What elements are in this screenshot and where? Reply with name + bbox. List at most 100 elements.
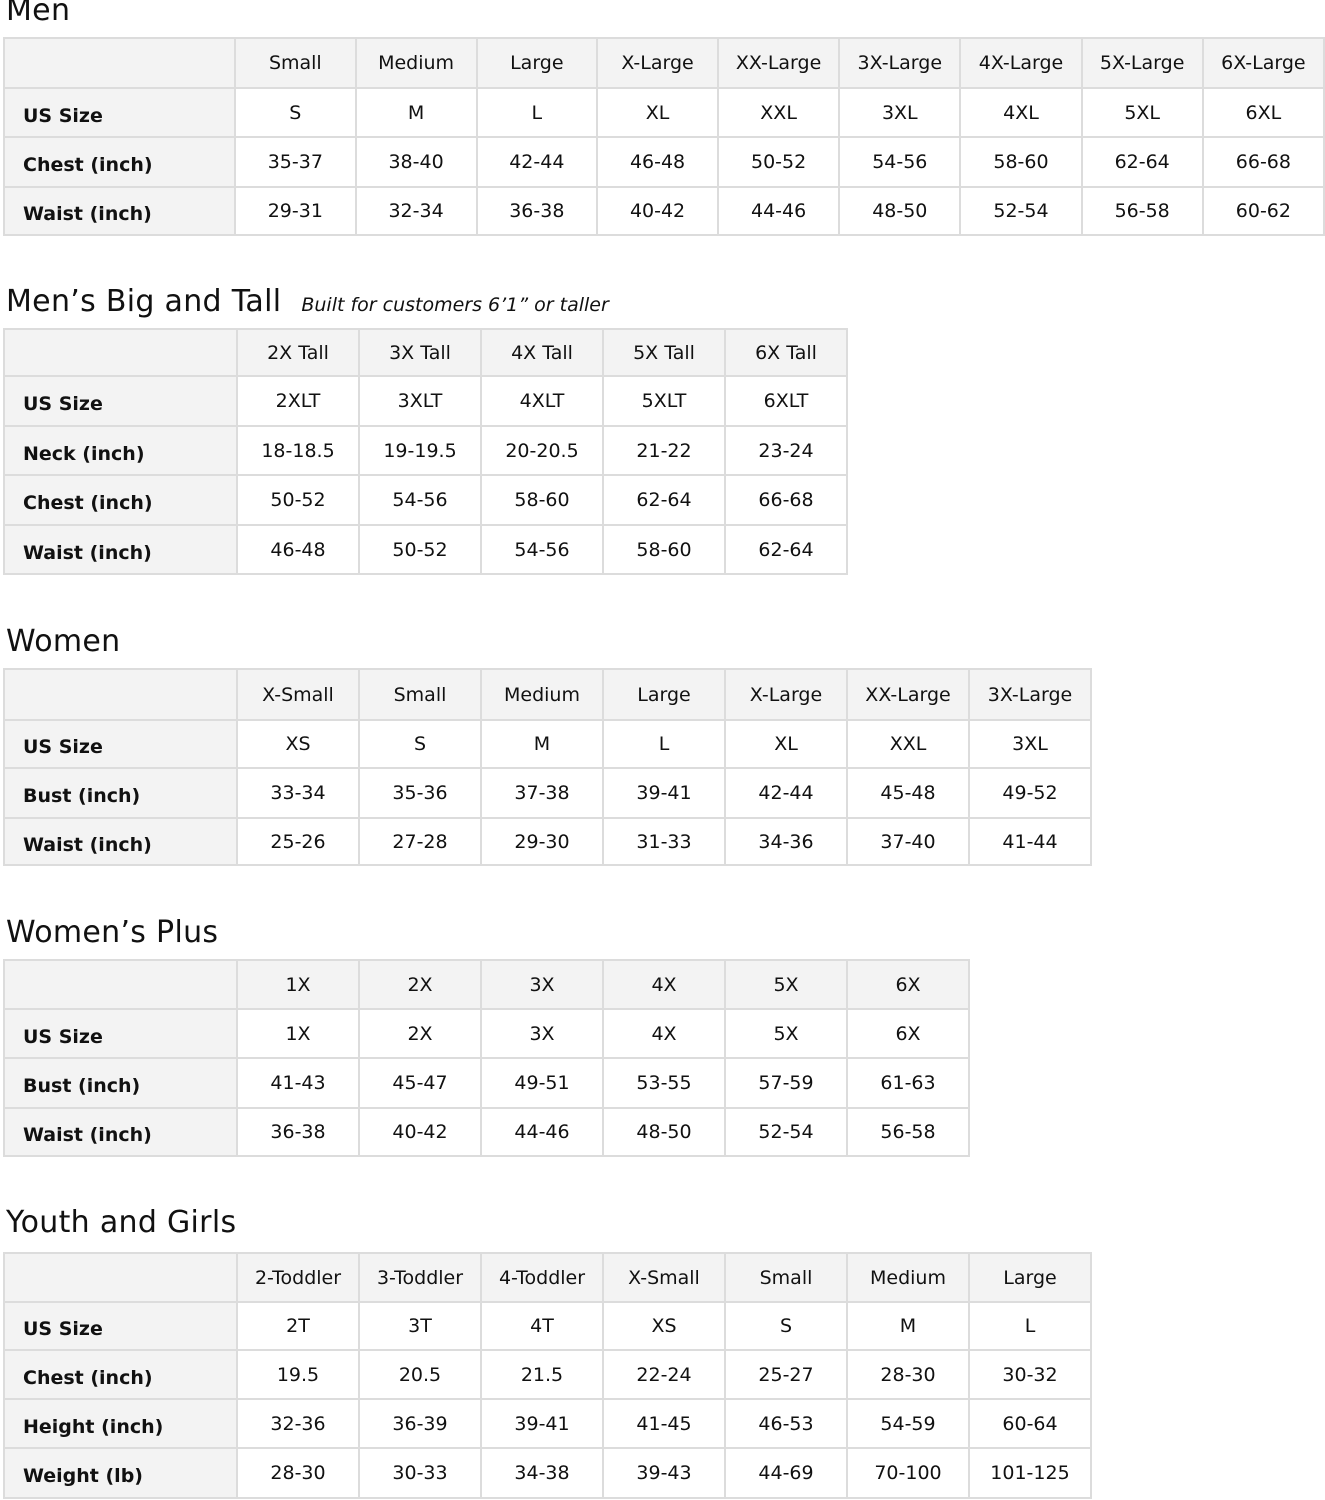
table-cell: 4XL bbox=[959, 87, 1083, 138]
section-title-text: Youth and Girls bbox=[6, 1205, 237, 1240]
table-cell: 45-48 bbox=[846, 767, 970, 819]
table-cell: 36-38 bbox=[236, 1107, 360, 1157]
column-header: Medium bbox=[480, 668, 604, 721]
header-row: 2-Toddler 3-Toddler 4-Toddler X-Small Small M… bbox=[3, 1252, 1092, 1303]
table-cell: 39-41 bbox=[480, 1398, 604, 1449]
column-header: 5X Tall bbox=[602, 328, 726, 377]
table-cell: 40-42 bbox=[358, 1107, 482, 1157]
table-cell: XL bbox=[724, 719, 848, 769]
table-cell: 56-58 bbox=[1080, 186, 1204, 236]
column-header: 2-Toddler bbox=[236, 1252, 360, 1303]
table-cell: 48-50 bbox=[838, 186, 962, 236]
table-cell: 25-26 bbox=[236, 817, 360, 866]
table-row: US Size 2XLT 3XLT 4XLT 5XLT 6XLT bbox=[3, 375, 848, 427]
table-cell: 2X bbox=[358, 1008, 482, 1059]
table-cell: 29-30 bbox=[480, 817, 604, 866]
table-cell: 29-31 bbox=[234, 186, 357, 236]
corner-cell bbox=[2, 37, 237, 89]
table-cell: 4T bbox=[480, 1301, 604, 1351]
table-cell: 49-52 bbox=[968, 767, 1092, 819]
table-cell: 48-50 bbox=[602, 1107, 726, 1157]
row-label: Weight (lb) bbox=[3, 1447, 238, 1499]
table-cell: 101-125 bbox=[968, 1447, 1092, 1499]
table-cell: 44-69 bbox=[724, 1447, 848, 1499]
table-cell: M bbox=[354, 87, 478, 138]
table-cell: XXL bbox=[716, 87, 841, 138]
table-cell: XXL bbox=[846, 719, 970, 769]
table-cell: 34-38 bbox=[480, 1447, 604, 1499]
row-label: Chest (inch) bbox=[2, 136, 237, 188]
corner-cell bbox=[3, 328, 238, 377]
table-cell: 32-36 bbox=[236, 1398, 360, 1449]
column-header: 3X Tall bbox=[358, 328, 482, 377]
table-cell: 52-54 bbox=[959, 186, 1083, 236]
table-row: Chest (inch) 35-37 38-40 42-44 46-48 50-52 54-… bbox=[2, 136, 1325, 188]
table-cell: 37-40 bbox=[846, 817, 970, 866]
corner-cell bbox=[3, 959, 238, 1010]
corner-cell bbox=[3, 1252, 238, 1303]
table-cell: 6X bbox=[846, 1008, 970, 1059]
table-row: US Size S M L XL XXL 3XL 4XL 5XL 6XL bbox=[2, 87, 1325, 138]
row-label: US Size bbox=[3, 1008, 238, 1059]
column-header: 2X bbox=[358, 959, 482, 1010]
table-row: Chest (inch) 19.5 20.5 21.5 22-24 25-27 28-30 3… bbox=[3, 1349, 1092, 1400]
row-label: US Size bbox=[3, 1301, 238, 1351]
section-subtitle: Built for customers 6’1” or taller bbox=[301, 294, 609, 316]
table-cell: L bbox=[968, 1301, 1092, 1351]
table-cell: 60-62 bbox=[1201, 186, 1325, 236]
column-header: Large bbox=[602, 668, 726, 721]
table-cell: 66-68 bbox=[724, 474, 848, 526]
table-cell: 5XL bbox=[1080, 87, 1204, 138]
table-cell: 38-40 bbox=[354, 136, 478, 188]
table-cell: 3XL bbox=[838, 87, 962, 138]
column-header: 6X-Large bbox=[1201, 37, 1325, 89]
table-cell: L bbox=[475, 87, 599, 138]
table-cell: L bbox=[602, 719, 726, 769]
table-cell: 40-42 bbox=[596, 186, 719, 236]
section-title-text: Men bbox=[6, 0, 71, 28]
table-cell: 41-45 bbox=[602, 1398, 726, 1449]
table-cell: 50-52 bbox=[358, 524, 482, 575]
table-cell: 34-36 bbox=[724, 817, 848, 866]
table-cell: 54-59 bbox=[846, 1398, 970, 1449]
table-cell: 44-46 bbox=[716, 186, 841, 236]
table-cell: 44-46 bbox=[480, 1107, 604, 1157]
table-cell: 45-47 bbox=[358, 1057, 482, 1109]
table-row: Bust (inch) 41-43 45-47 49-51 53-55 57-59 61-6… bbox=[3, 1057, 970, 1109]
column-header: XX-Large bbox=[716, 37, 841, 89]
column-header: XX-Large bbox=[846, 668, 970, 721]
size-table: 2-Toddler 3-Toddler 4-Toddler X-Small Small M… bbox=[3, 1252, 1092, 1499]
table-cell: 62-64 bbox=[724, 524, 848, 575]
table-cell: 6XL bbox=[1201, 87, 1325, 138]
table-cell: 22-24 bbox=[602, 1349, 726, 1400]
table-cell: M bbox=[480, 719, 604, 769]
row-label: US Size bbox=[2, 87, 237, 138]
table-cell: 23-24 bbox=[724, 425, 848, 476]
column-header: 3X-Large bbox=[838, 37, 962, 89]
row-label: Waist (inch) bbox=[3, 1107, 238, 1157]
row-label: Waist (inch) bbox=[3, 524, 238, 575]
table-cell: 19.5 bbox=[236, 1349, 360, 1400]
column-header: Medium bbox=[354, 37, 478, 89]
table-row: Chest (inch) 50-52 54-56 58-60 62-64 66-68 bbox=[3, 474, 848, 526]
table-cell: 57-59 bbox=[724, 1057, 848, 1109]
table-cell: 33-34 bbox=[236, 767, 360, 819]
table-cell: 58-60 bbox=[480, 474, 604, 526]
header-row: X-Small Small Medium Large X-Large XX-Large 3X… bbox=[3, 668, 1092, 721]
column-header: X-Large bbox=[724, 668, 848, 721]
table-cell: 35-36 bbox=[358, 767, 482, 819]
table-cell: 50-52 bbox=[716, 136, 841, 188]
table-row: Height (inch) 32-36 36-39 39-41 41-45 46-53 54… bbox=[3, 1398, 1092, 1449]
table-cell: 56-58 bbox=[846, 1107, 970, 1157]
table-cell: 3X bbox=[480, 1008, 604, 1059]
section-title: Women bbox=[6, 627, 120, 657]
column-header: 6X Tall bbox=[724, 328, 848, 377]
size-table: 2X Tall 3X Tall 4X Tall 5X Tall 6X Tall US Si… bbox=[3, 328, 848, 575]
table-row: Neck (inch) 18-18.5 19-19.5 20-20.5 21-22 23-… bbox=[3, 425, 848, 476]
row-label: Bust (inch) bbox=[3, 767, 238, 819]
table-cell: S bbox=[724, 1301, 848, 1351]
row-label: Neck (inch) bbox=[3, 425, 238, 476]
table-cell: 30-32 bbox=[968, 1349, 1092, 1400]
column-header: X-Large bbox=[596, 37, 719, 89]
column-header: Small bbox=[358, 668, 482, 721]
